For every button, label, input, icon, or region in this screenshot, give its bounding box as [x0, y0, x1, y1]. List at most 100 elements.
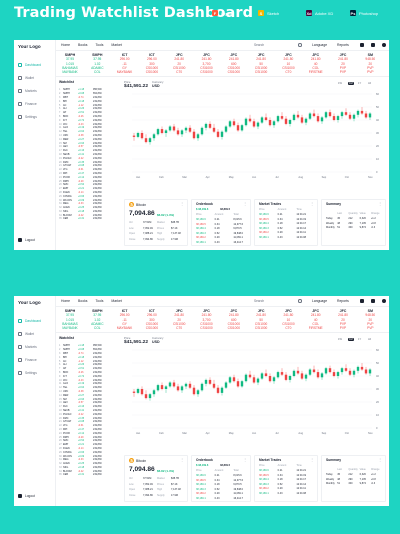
- timeframe-tab-1w[interactable]: 1W: [338, 338, 342, 341]
- notification-icon[interactable]: [360, 43, 364, 47]
- candle-body[interactable]: [172, 126, 176, 131]
- sidebar-item-wallet[interactable]: Wallet: [17, 327, 55, 340]
- candle-body[interactable]: [180, 386, 184, 391]
- candle-body[interactable]: [300, 373, 304, 379]
- sidebar-item-settings[interactable]: Settings: [17, 366, 55, 379]
- candle-body[interactable]: [328, 368, 332, 373]
- more-icon[interactable]: ⋮: [310, 201, 314, 206]
- candle-body[interactable]: [208, 379, 212, 384]
- ticker-item[interactable]: JFC 241.80 40 COL FIRSTME: [304, 309, 328, 330]
- watchlist-row[interactable]: 19 PGOLD -0.22 219,830: [59, 412, 121, 416]
- candle-body[interactable]: [312, 369, 316, 373]
- ticker-item[interactable]: JFC 241.80 20 PVP PVP: [331, 53, 355, 74]
- timeframe-tab-1y[interactable]: 1Y: [358, 82, 362, 85]
- watchlist-row[interactable]: 23 MPI +0.47 219,830: [59, 172, 121, 176]
- candle-body[interactable]: [240, 125, 244, 131]
- candle-body[interactable]: [224, 382, 228, 388]
- candle-body[interactable]: [272, 121, 276, 126]
- candle-body[interactable]: [192, 387, 196, 395]
- candle-body[interactable]: [168, 382, 172, 387]
- watchlist-row[interactable]: 18 SECB +0.41 219,830: [59, 409, 121, 413]
- watchlist-row[interactable]: 32 ACEN +0.25 219,830: [59, 462, 121, 466]
- candle-body[interactable]: [204, 379, 208, 384]
- candle-body[interactable]: [352, 114, 356, 119]
- candle-body[interactable]: [268, 120, 272, 126]
- watchlist-row[interactable]: 28 FGEN -0.14 219,830: [59, 191, 121, 195]
- candle-body[interactable]: [248, 374, 252, 378]
- table-row[interactable]: Today 45 212 6,320 +1.2: [326, 217, 382, 220]
- ticker-item[interactable]: SMPH 37.95 1.015 BAHAMAS MAYBANK: [58, 309, 82, 330]
- language-selector[interactable]: Language: [312, 299, 328, 303]
- candle-body[interactable]: [132, 391, 136, 393]
- watchlist-row[interactable]: 9 ICT +0.72 219,830: [59, 374, 121, 378]
- top-nav-books[interactable]: Books: [78, 299, 88, 303]
- table-row[interactable]: Monthly 51 340 9,874 -0.3: [326, 226, 382, 229]
- more-icon[interactable]: ⋮: [310, 457, 314, 462]
- logout-button[interactable]: Logout: [18, 238, 35, 242]
- candle-body[interactable]: [220, 131, 224, 137]
- watchlist-row[interactable]: 9 ICT +0.72 219,830: [59, 118, 121, 122]
- table-row[interactable]: 38,169.3 0.52 19,848.0: [196, 232, 252, 235]
- candle-body[interactable]: [332, 372, 336, 376]
- candle-body[interactable]: [344, 368, 348, 371]
- table-row[interactable]: 38,169.6 0.21 12:01:21: [259, 213, 315, 216]
- user-avatar[interactable]: [382, 299, 386, 303]
- sidebar-item-markets[interactable]: Markets: [17, 84, 55, 97]
- table-row[interactable]: 38,169.5 0.34 12:01:19: [259, 474, 315, 477]
- top-nav-market[interactable]: Market: [111, 299, 122, 303]
- sidebar-item-finance[interactable]: Finance: [17, 97, 55, 110]
- candle-body[interactable]: [224, 126, 228, 132]
- watchlist-row[interactable]: 16 AEV -0.57 219,830: [59, 401, 121, 405]
- ticker-item[interactable]: ICT 296.00 300 CSI1000 CSI1000: [140, 53, 164, 74]
- candle-body[interactable]: [156, 385, 160, 391]
- timeframe-tab-1y[interactable]: 1Y: [358, 338, 362, 341]
- candle-body[interactable]: [168, 126, 172, 131]
- candle-body[interactable]: [152, 134, 156, 139]
- table-row[interactable]: 38,169.3 0.52 12:01:14: [259, 227, 315, 230]
- candle-body[interactable]: [156, 129, 160, 135]
- candle-body[interactable]: [352, 370, 356, 375]
- more-icon[interactable]: ⋮: [243, 457, 247, 462]
- candle-body[interactable]: [268, 376, 272, 382]
- candle-body[interactable]: [136, 389, 140, 393]
- candle-body[interactable]: [364, 113, 368, 118]
- candle-body[interactable]: [220, 387, 224, 393]
- candle-body[interactable]: [272, 377, 276, 382]
- candle-body[interactable]: [148, 394, 152, 399]
- watchlist-row[interactable]: 10 JFC -0.43 219,830: [59, 122, 121, 126]
- candle-body[interactable]: [176, 130, 180, 135]
- candle-body[interactable]: [248, 118, 252, 122]
- table-row[interactable]: 38,169.5 0.34 12,977.6: [196, 223, 252, 226]
- ticker-item[interactable]: ICT 296.00 -11 GY MAYBANK: [113, 309, 137, 330]
- table-row[interactable]: 38,169.2 0.29 12:01:11: [259, 487, 315, 490]
- candle-body[interactable]: [320, 117, 324, 122]
- timeframe-tab-1w[interactable]: 1W: [338, 82, 342, 85]
- candle-body[interactable]: [304, 118, 308, 123]
- candle-body[interactable]: [212, 127, 216, 132]
- watchlist-row[interactable]: 20 DMC +0.35 219,830: [59, 160, 121, 164]
- candle-body[interactable]: [144, 138, 148, 143]
- watchlist-row[interactable]: 21 GTCAP +0.08 219,830: [59, 164, 121, 168]
- ticker-item[interactable]: JFC 241.80 3,700 CSI1000 CSI1000: [195, 53, 219, 74]
- candle-body[interactable]: [288, 120, 292, 124]
- watchlist-row[interactable]: 28 FGEN -0.14 219,830: [59, 447, 121, 451]
- candle-body[interactable]: [172, 382, 176, 387]
- watchlist-row[interactable]: 7 AP +0.51 219,830: [59, 367, 121, 371]
- watchlist-row[interactable]: 14 MER +0.27 219,830: [59, 137, 121, 141]
- watchlist-row[interactable]: 18 SECB +0.41 219,830: [59, 153, 121, 157]
- table-row[interactable]: 38,169.1 0.43 16,412.7: [196, 497, 252, 500]
- watchlist-row[interactable]: 25 RRHI -0.29 219,830: [59, 435, 121, 439]
- table-row[interactable]: 38,169.1 0.43 12:01:08: [259, 492, 315, 495]
- watchlist-row[interactable]: 8 BDO -0.26 219,830: [59, 115, 121, 119]
- candle-body[interactable]: [360, 366, 364, 370]
- sidebar-item-settings[interactable]: Settings: [17, 110, 55, 123]
- candle-body[interactable]: [356, 110, 360, 115]
- candle-body[interactable]: [340, 112, 344, 117]
- notification-icon[interactable]: [360, 299, 364, 303]
- candle-body[interactable]: [368, 369, 372, 374]
- candle-body[interactable]: [244, 118, 248, 126]
- candle-body[interactable]: [316, 116, 320, 122]
- candle-body[interactable]: [180, 130, 184, 135]
- top-nav-books[interactable]: Books: [78, 43, 88, 47]
- candle-body[interactable]: [136, 133, 140, 137]
